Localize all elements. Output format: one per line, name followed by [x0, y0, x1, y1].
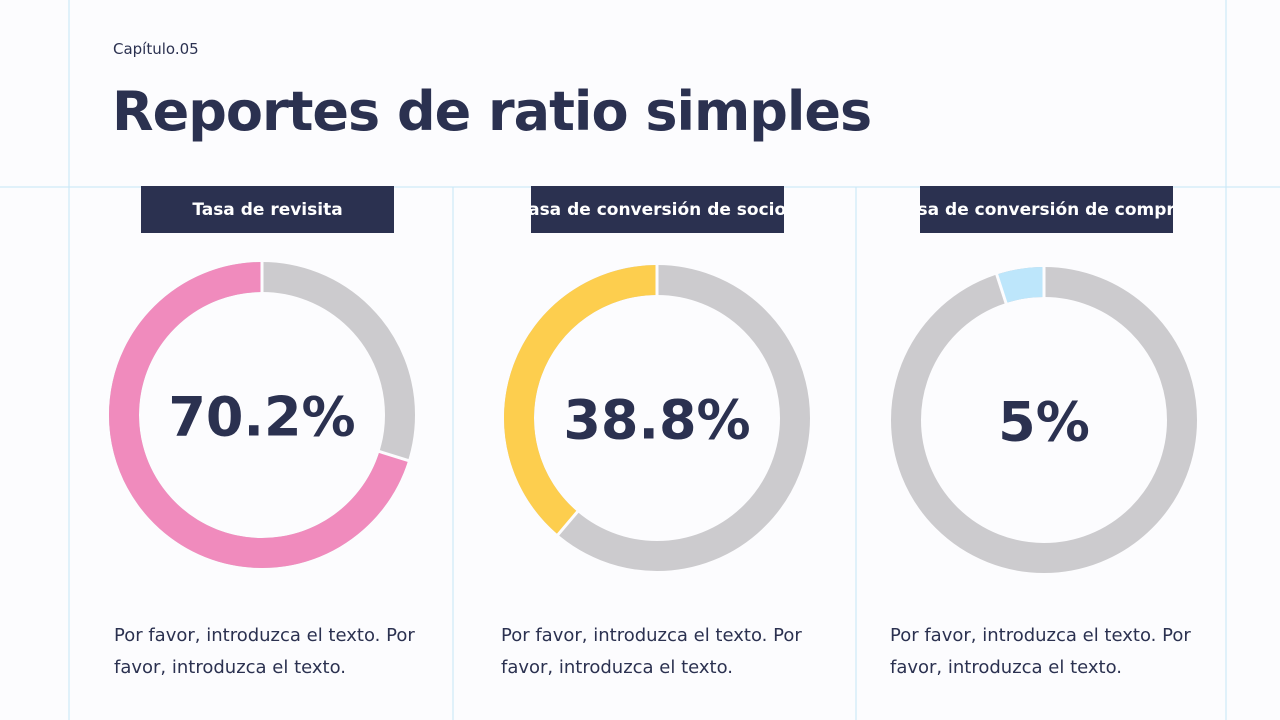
center-value: 5% — [998, 391, 1090, 454]
center-value: 70.2% — [168, 386, 355, 449]
chart-title: Tasa de conversión de compras — [920, 186, 1173, 233]
slide-title: Reportes de ratio simples — [112, 80, 872, 143]
donut-arc — [109, 262, 409, 568]
chart-title: Tasa de conversión de socios — [531, 186, 784, 233]
description: Por favor, introduzca el texto. Por favo… — [890, 625, 1191, 678]
segment-gap — [994, 272, 1009, 306]
donut-arc — [996, 267, 1045, 304]
description: Por favor, introduzca el texto. Por favo… — [501, 625, 802, 678]
description: Por favor, introduzca el texto. Por favo… — [114, 625, 415, 678]
segment-gap — [377, 449, 411, 463]
segment-gap — [555, 509, 580, 538]
donut-arc — [504, 265, 658, 535]
chapter: Capítulo.05 — [113, 40, 199, 58]
chart-title: Tasa de revisita — [141, 186, 394, 233]
center-value: 38.8% — [563, 389, 750, 452]
